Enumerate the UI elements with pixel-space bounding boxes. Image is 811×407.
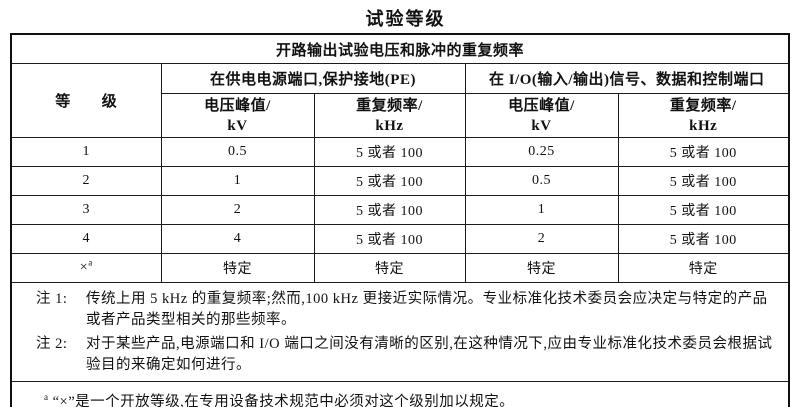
pe-frequency-cell: 5 或者 100 [313,224,466,254]
pe-voltage-cell: 0.5 [160,137,315,167]
io-frequency-label: 重复频率/ [669,97,737,114]
column-header-io-voltage: 电压峰值/ kV [464,93,619,138]
note-1: 注 1: 传统上用 5 kHz 的重复频率;然而,100 kHz 更接近实际情况… [36,289,776,331]
io-frequency-cell: 5 或者 100 [617,137,790,167]
pe-frequency-cell: 特定 [313,253,466,283]
pe-voltage-unit: kV [227,117,248,134]
column-header-pe-frequency: 重复频率/ kHz [313,93,466,138]
io-voltage-cell: 2 [464,224,619,254]
level-cell: 4 [10,224,162,254]
notes-cell: 注 1: 传统上用 5 kHz 的重复频率;然而,100 kHz 更接近实际情况… [10,282,790,382]
column-header-level: 等 级 [10,63,162,138]
pe-voltage-cell: 2 [160,195,315,225]
page-title: 试验等级 [365,9,446,29]
group-header-row: 等 级 在供电电源端口,保护接地(PE) 在 I/O(输入/输出)信号、数据和控… [10,63,790,138]
io-frequency-cell: 5 或者 100 [617,224,790,254]
footnote-marker: a [44,391,49,402]
io-voltage-label: 电压峰值/ [508,97,575,114]
table-row: 2 1 5 或者 100 0.5 5 或者 100 [10,166,790,196]
io-frequency-unit: kHz [689,117,718,134]
footnote-row: a “×”是一个开放等级,在专用设备技术规范中必须对这个级别加以规定。 [10,381,790,407]
column-header-io-frequency: 重复频率/ kHz [617,93,790,138]
io-voltage-cell: 特定 [464,253,619,283]
level-cell: 3 [10,195,162,225]
pe-frequency-cell: 5 或者 100 [313,166,466,196]
note-1-label: 注 1: [36,291,68,307]
pe-voltage-cell: 4 [160,224,315,254]
notes-row: 注 1: 传统上用 5 kHz 的重复频率;然而,100 kHz 更接近实际情况… [10,282,790,382]
note-2-label: 注 2: [36,336,68,352]
io-frequency-cell: 5 或者 100 [617,166,790,196]
table-row: 3 2 5 或者 100 1 5 或者 100 [10,195,790,225]
column-header-pe-voltage: 电压峰值/ kV [160,93,315,138]
note-2: 注 2: 对于某些产品,电源端口和 I/O 端口之间没有清晰的区别,在这种情况下… [36,334,776,376]
level-superscript: a [88,257,93,268]
note-1-text: 传统上用 5 kHz 的重复频率;然而,100 kHz 更接近实际情况。专业标准… [86,291,768,328]
level-cell: ×a [10,253,162,283]
pe-frequency-unit: kHz [375,117,404,134]
table-row: ×a 特定 特定 特定 特定 [10,253,790,283]
table-caption: 开路输出试验电压和脉冲的重复频率 [10,33,790,64]
pe-voltage-label: 电压峰值/ [204,97,271,114]
subheader-row: 电压峰值/ kV 重复频率/ kHz 电压峰值/ kV 重复频率/ kHz [11,93,790,138]
footnote-cell: a “×”是一个开放等级,在专用设备技术规范中必须对这个级别加以规定。 [10,381,790,407]
pe-frequency-cell: 5 或者 100 [313,195,466,225]
io-voltage-unit: kV [531,117,552,134]
caption-row: 开路输出试验电压和脉冲的重复频率 [10,33,790,64]
pe-frequency-label: 重复频率/ [356,97,423,114]
pe-voltage-cell: 1 [160,166,315,196]
io-frequency-cell: 5 或者 100 [617,195,790,225]
pe-voltage-cell: 特定 [160,253,315,283]
table-row: 4 4 5 或者 100 2 5 或者 100 [10,224,790,254]
table-row: 1 0.5 5 或者 100 0.25 5 或者 100 [10,137,790,167]
column-group-pe: 在供电电源端口,保护接地(PE) [160,63,466,94]
io-voltage-cell: 1 [464,195,619,225]
footnote-text: “×”是一个开放等级,在专用设备技术规范中必须对这个级别加以规定。 [52,393,515,407]
note-2-text: 对于某些产品,电源端口和 I/O 端口之间没有清晰的区别,在这种情况下,应由专业… [86,336,773,373]
io-frequency-cell: 特定 [617,253,790,283]
io-voltage-cell: 0.5 [464,166,619,196]
level-cell: 1 [10,137,162,167]
io-voltage-cell: 0.25 [464,137,619,167]
pe-frequency-cell: 5 或者 100 [313,137,466,167]
column-group-io: 在 I/O(输入/输出)信号、数据和控制端口 [464,63,790,94]
level-cell: 2 [10,166,162,196]
test-levels-table: 开路输出试验电压和脉冲的重复频率 等 级 在供电电源端口,保护接地(PE) 在 … [10,33,791,407]
